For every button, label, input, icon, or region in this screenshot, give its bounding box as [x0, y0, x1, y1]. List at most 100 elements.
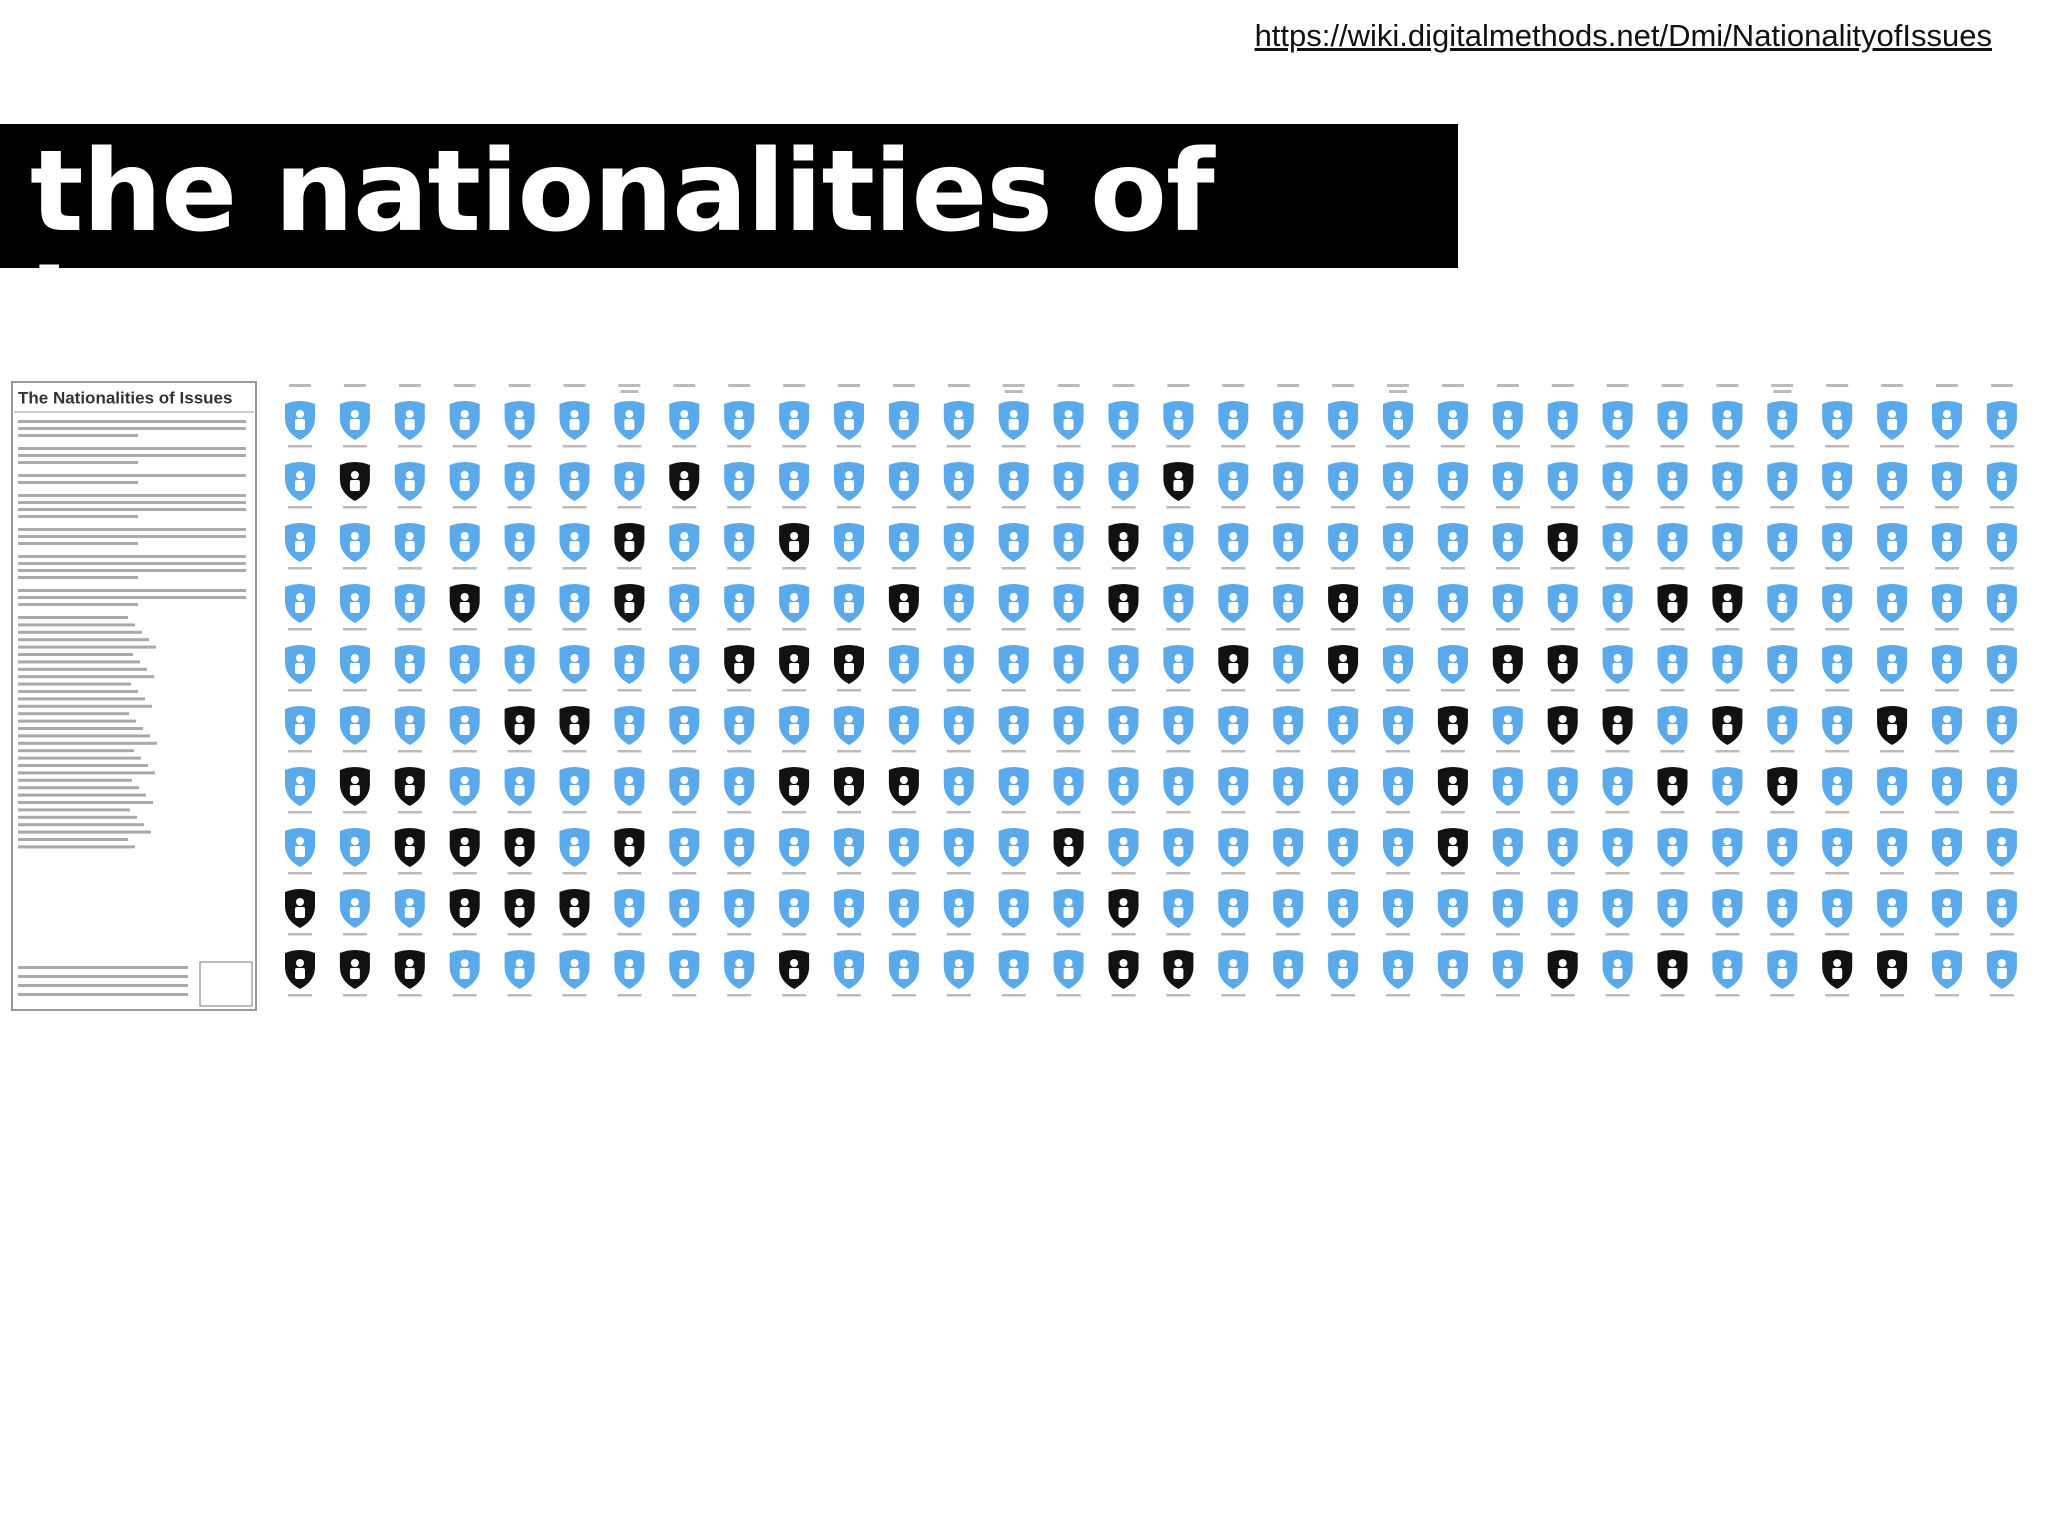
issue-caption	[837, 872, 861, 875]
issue-icon	[1447, 480, 1458, 491]
issue-icon	[459, 785, 470, 796]
issue-icon	[514, 907, 525, 918]
issue-icon	[1118, 968, 1129, 979]
issue-caption	[288, 567, 312, 570]
issue-caption	[617, 689, 642, 692]
panel-text-line	[18, 823, 144, 827]
issue-caption	[1660, 811, 1685, 814]
issue-icon	[954, 654, 963, 662]
issue-icon	[953, 907, 964, 918]
issue-icon	[1064, 837, 1073, 845]
issue-caption	[617, 506, 642, 509]
issue-icon	[349, 846, 360, 857]
issue-caption	[1001, 811, 1026, 814]
issue-icon	[1613, 410, 1622, 418]
issue-icon	[1118, 663, 1129, 674]
issue-icon	[1888, 776, 1897, 784]
panel-text-line	[18, 501, 246, 504]
issue-caption	[1715, 994, 1740, 997]
issue-icon	[1228, 663, 1239, 674]
issue-caption	[837, 750, 861, 753]
column-header	[1773, 390, 1792, 393]
issue-icon	[350, 593, 359, 601]
issue-icon	[953, 724, 964, 735]
issue-caption	[672, 628, 697, 631]
issue-icon	[296, 532, 304, 540]
issue-icon	[1996, 724, 2007, 735]
issue-icon	[1887, 663, 1898, 674]
column-header	[1222, 384, 1245, 387]
issue-icon	[1667, 785, 1678, 796]
issue-icon	[1284, 532, 1293, 540]
issue-icon	[295, 785, 305, 796]
issue-caption	[397, 750, 422, 753]
issue-icon	[569, 724, 580, 735]
column-header	[620, 390, 639, 393]
issue-icon	[1943, 593, 1951, 601]
issue-caption	[1386, 567, 1410, 570]
issue-icon	[1942, 663, 1952, 674]
issue-caption	[1935, 628, 1959, 631]
issue-icon	[899, 654, 908, 662]
issue-icon	[1888, 898, 1897, 906]
issue-icon	[735, 410, 744, 418]
panel-text-line	[18, 966, 188, 969]
issue-icon	[1063, 602, 1074, 613]
issue-icon	[1009, 471, 1018, 479]
issue-caption	[1605, 933, 1630, 936]
column-header	[673, 384, 696, 387]
issue-icon	[624, 968, 635, 979]
issue-icon	[460, 959, 469, 967]
issue-icon	[1833, 837, 1842, 845]
issue-icon	[404, 419, 415, 430]
issue-icon	[899, 593, 908, 601]
issue-caption	[1056, 506, 1081, 509]
issue-icon	[1832, 480, 1843, 491]
issue-icon	[349, 968, 360, 979]
issue-caption	[1331, 628, 1356, 631]
issue-caption	[1770, 811, 1795, 814]
issue-caption	[837, 933, 861, 936]
issue-caption	[342, 811, 367, 814]
issue-icon	[844, 968, 854, 979]
issue-caption	[507, 872, 532, 875]
issue-icon	[1009, 776, 1018, 784]
issue-icon	[1613, 532, 1622, 540]
issue-icon	[569, 480, 580, 491]
issue-icon	[899, 410, 908, 418]
issue-icon	[1942, 602, 1952, 613]
panel-text-line	[18, 515, 138, 518]
issue-caption	[1550, 933, 1575, 936]
issue-icon	[1723, 776, 1732, 784]
issue-icon	[569, 785, 580, 796]
issue-caption	[1880, 811, 1905, 814]
issue-icon	[1777, 663, 1788, 674]
issue-icon	[1393, 907, 1403, 918]
column-header	[289, 384, 311, 387]
issue-icon	[625, 654, 634, 662]
issue-caption	[1111, 811, 1136, 814]
issue-icon	[1284, 715, 1293, 723]
issue-icon	[1393, 846, 1403, 857]
issue-icon	[1174, 532, 1183, 540]
issue-icon	[679, 419, 690, 430]
issue-caption	[782, 872, 807, 875]
issue-caption	[562, 811, 587, 814]
issue-caption	[507, 750, 532, 753]
issue-caption	[288, 933, 312, 936]
issue-caption	[727, 445, 752, 448]
issue-icon	[1284, 410, 1293, 418]
source-link[interactable]: https://wiki.digitalmethods.net/Dmi/Nati…	[1254, 18, 1992, 53]
issue-caption	[672, 811, 697, 814]
issue-caption	[1715, 567, 1740, 570]
issue-icon	[1833, 532, 1842, 540]
panel-text-line	[18, 653, 133, 656]
panel-text-line	[18, 749, 134, 753]
issue-icon	[1284, 898, 1293, 906]
issue-icon	[1612, 724, 1623, 735]
panel-text-line	[18, 734, 150, 738]
issue-icon	[898, 419, 909, 430]
issue-icon	[295, 541, 305, 552]
issue-icon	[296, 837, 304, 845]
issue-caption	[452, 689, 477, 692]
